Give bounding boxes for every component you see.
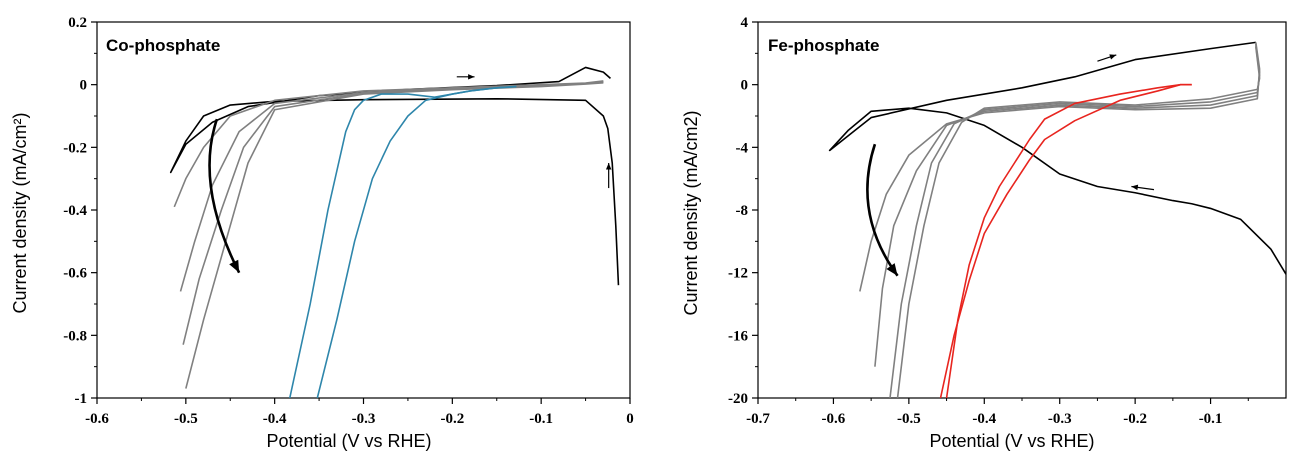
fe-x-axis-title: Potential (V vs RHE) [929, 431, 1094, 451]
co-y-tick-label: -0.4 [63, 203, 87, 219]
fe-annotation-arrow-1-head [1109, 54, 1117, 60]
fe-phosphate-panel: Fe-phosphate Potential (V vs RHE) Curren… [681, 15, 1287, 451]
fe-y-tick-label: 4 [741, 15, 749, 31]
fe-x-tick-label: -0.4 [972, 411, 996, 427]
fe-phosphate-title: Fe-phosphate [768, 36, 879, 55]
fe-series-0-line [828, 41, 1286, 275]
fe-x-tick-label: -0.6 [822, 411, 846, 427]
co-x-axis-title: Potential (V vs RHE) [266, 431, 431, 451]
fe-y-axis-title: Current density (mA/cm2) [681, 110, 701, 315]
co-y-axis-title: Current density (mA/cm²) [10, 112, 30, 313]
co-annotation-arrow-0-head [229, 259, 240, 273]
co-series-3-line [182, 81, 604, 345]
co-x-tick-label: -0.6 [85, 411, 109, 427]
co-annotation-arrow-0 [208, 118, 241, 274]
co-y-tick-label: -0.6 [63, 266, 87, 282]
fe-series-5-line [939, 83, 1192, 398]
co-annotation-arrow-1-head [468, 74, 475, 80]
co-y-tick-label: 0.2 [68, 15, 87, 31]
fe-y-tick-label: -20 [728, 391, 748, 407]
co-x-tick-label: -0.4 [263, 411, 287, 427]
fe-x-tick-label: -0.3 [1048, 411, 1072, 427]
co-phosphate-title: Co-phosphate [106, 36, 220, 55]
fe-annotation-arrow-0-head [886, 263, 898, 276]
fe-x-tick-label: -0.2 [1123, 411, 1147, 427]
co-y-tick-label: -1 [75, 391, 88, 407]
fe-series-2-line [874, 43, 1261, 367]
co-y-tick-label: 0 [80, 78, 88, 94]
co-annotation-arrow-2-head [605, 163, 612, 170]
fe-series-6-line [945, 83, 1192, 398]
co-series-5-line [288, 85, 517, 398]
fe-y-tick-label: -4 [736, 140, 749, 156]
fe-x-tick-label: -0.7 [746, 411, 770, 427]
co-x-tick-label: -0.5 [174, 411, 198, 427]
fe-y-tick-label: -12 [728, 266, 748, 282]
co-phosphate-panel: Co-phosphate Potential (V vs RHE) Curren… [10, 15, 634, 451]
co-x-tick-label: -0.2 [440, 411, 464, 427]
co-series-0-line [169, 66, 620, 286]
co-y-tick-label: -0.8 [63, 328, 87, 344]
fe-series-3-line [889, 45, 1261, 398]
fe-y-tick-label: -8 [736, 203, 749, 219]
co-x-tick-label: 0 [626, 411, 634, 427]
fe-plot-frame [757, 21, 1287, 399]
fe-x-tick-label: -0.1 [1199, 411, 1223, 427]
co-x-tick-label: -0.3 [352, 411, 376, 427]
co-series-2-line [179, 80, 604, 292]
fe-annotation-arrow-0 [866, 143, 899, 277]
fe-x-tick-label: -0.5 [897, 411, 921, 427]
co-series-4-line [185, 81, 604, 389]
co-x-tick-label: -0.1 [529, 411, 553, 427]
fe-y-tick-label: 0 [741, 78, 749, 94]
fe-y-tick-label: -16 [728, 328, 748, 344]
fe-annotation-arrow-2-head [1131, 184, 1139, 191]
fe-series-4-line [896, 46, 1261, 398]
co-series-6-line [316, 85, 517, 398]
co-y-tick-label: -0.2 [63, 140, 87, 156]
